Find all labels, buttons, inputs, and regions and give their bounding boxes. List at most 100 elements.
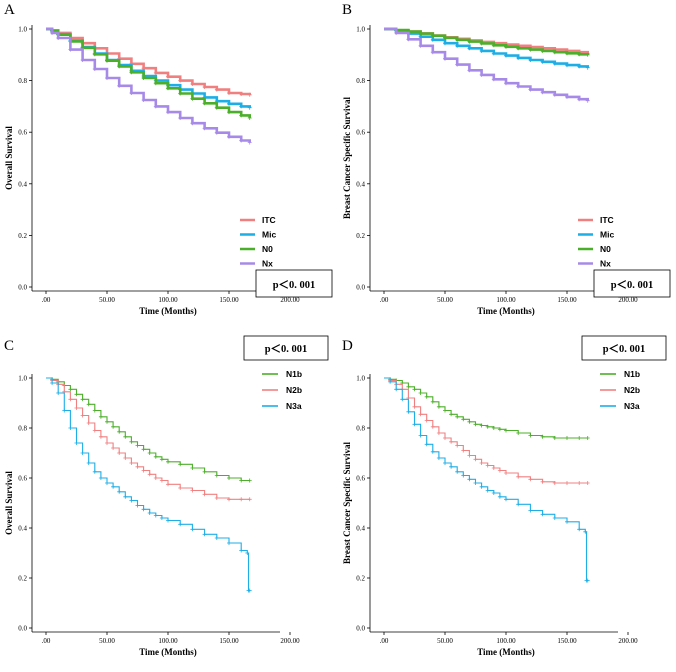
data-point-n1b: [247, 478, 252, 483]
data-point-n2b: [147, 472, 152, 477]
data-point-n3a: [406, 409, 411, 414]
data-point-n2b: [111, 446, 116, 450]
data-point-nx: [455, 62, 460, 67]
data-point-n3a: [577, 527, 582, 532]
y-tick-label: 1.0: [18, 26, 27, 34]
data-point-n0: [202, 101, 207, 106]
chart-svg: B 0.0 0.2 0.4 0.6 0.8 1.0 .00 50.00 100.00 150.00 2…: [342, 2, 671, 316]
data-point-n3a: [388, 379, 393, 384]
data-point-n0: [105, 58, 109, 63]
data-point-n0: [141, 76, 146, 80]
data-point-n0: [430, 33, 435, 38]
data-point-n0: [129, 70, 134, 75]
data-point-nx: [430, 50, 435, 55]
data-point-nx: [141, 98, 146, 102]
data-point-nx: [443, 56, 447, 61]
legend-label: N3a: [624, 401, 640, 411]
chart-svg: C 0.0 0.2 0.4 0.6 0.8 1.0 .00 50.00 100.00 150.00 2…: [4, 335, 329, 657]
data-point-n0: [92, 52, 97, 57]
x-tick-label: .00: [380, 637, 389, 645]
data-point-n2b: [68, 397, 73, 402]
y-tick-label: 0.0: [18, 284, 27, 292]
data-point-n3a: [166, 518, 170, 523]
data-point-mic: [247, 105, 252, 110]
data-point-n1b: [74, 392, 79, 397]
data-point-n3a: [190, 527, 195, 532]
data-point-nx: [214, 130, 219, 135]
data-point-n1b: [227, 476, 231, 480]
data-point-n2b: [92, 428, 97, 433]
data-point-mic: [430, 37, 435, 42]
x-axis-title: Time (Months): [139, 306, 197, 316]
data-point-n2b: [424, 418, 429, 423]
data-point-n1b: [98, 414, 103, 419]
data-point-n3a: [540, 512, 545, 517]
data-point-nx: [190, 121, 195, 126]
data-point-n1b: [239, 478, 244, 483]
data-point-n3a: [400, 397, 405, 402]
x-tick-label: 100.00: [496, 296, 516, 304]
data-point-n1b: [412, 387, 417, 392]
data-point-mic: [455, 43, 460, 48]
y-tick-label: 1.0: [356, 26, 365, 34]
legend-label: N2b: [624, 385, 640, 395]
data-point-nx: [467, 68, 472, 73]
data-point-n1b: [577, 436, 582, 440]
data-point-nx: [166, 110, 170, 115]
data-point-nx: [153, 104, 158, 109]
data-point-nx: [178, 116, 183, 120]
data-point-nx: [552, 92, 557, 97]
y-tick-label: 0.0: [356, 284, 365, 292]
data-point-nx: [80, 58, 85, 62]
data-point-n0: [418, 31, 423, 36]
data-point-n3a: [105, 481, 109, 485]
data-point-n0: [467, 39, 472, 44]
y-tick-label: 1.0: [18, 375, 27, 383]
data-point-nx: [585, 98, 590, 103]
p-value-box: [581, 335, 667, 361]
data-point-nx: [239, 138, 244, 143]
data-point-n1b: [406, 384, 411, 389]
data-point-itc: [227, 91, 231, 95]
data-point-n3a: [135, 503, 140, 508]
data-point-n2b: [153, 476, 158, 480]
data-point-n0: [565, 51, 569, 56]
data-point-n0: [504, 44, 508, 49]
panel-letter: B: [342, 2, 352, 18]
y-tick-label: 0.4: [356, 180, 365, 188]
data-point-mic: [479, 48, 484, 53]
data-point-n0: [491, 43, 496, 48]
y-tick-label: 0.4: [356, 525, 365, 533]
data-point-n3a: [74, 441, 79, 445]
y-axis-title: Breast Cancer Specific Survival: [342, 97, 352, 219]
data-point-n2b: [159, 478, 164, 483]
data-point-n2b: [412, 404, 417, 409]
data-point-n2b: [449, 439, 454, 444]
data-point-n3a: [227, 541, 231, 545]
x-axis-title: Time (Months): [477, 306, 535, 316]
y-tick-label: 0.6: [356, 129, 365, 137]
y-tick-label: 0.0: [356, 625, 365, 633]
data-point-n2b: [577, 481, 582, 485]
data-point-n1b: [92, 408, 97, 413]
data-point-n0: [585, 52, 590, 57]
legend-label: N3a: [286, 401, 302, 411]
data-point-nx: [117, 83, 122, 88]
data-point-n2b: [552, 481, 557, 485]
data-point-n2b: [479, 461, 484, 465]
data-point-itc: [153, 70, 158, 75]
x-tick-label: 100.00: [158, 296, 178, 304]
data-point-itc: [190, 82, 195, 86]
data-point-nx: [227, 134, 231, 139]
data-point-n0: [117, 64, 122, 69]
data-point-nx: [92, 67, 97, 71]
data-point-n2b: [80, 413, 85, 418]
data-point-n3a: [62, 408, 67, 413]
data-point-n2b: [436, 431, 441, 435]
data-point-n3a: [479, 484, 484, 489]
data-point-n2b: [227, 497, 231, 502]
data-point-n3a: [247, 588, 252, 593]
data-point-itc: [247, 92, 252, 97]
series-line-nx: [46, 27, 251, 143]
data-point-itc: [214, 87, 219, 92]
